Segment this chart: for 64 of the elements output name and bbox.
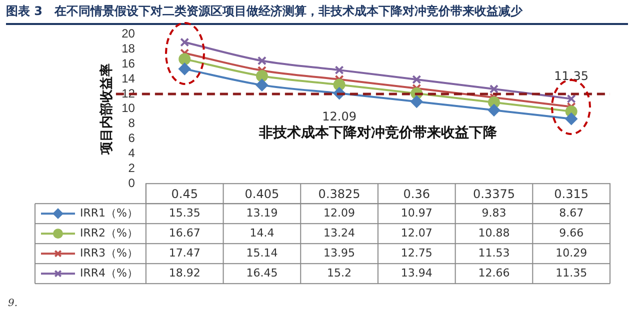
data-label: 11.35 (556, 266, 588, 280)
data-label: 13.94 (400, 266, 432, 280)
data-label: 11.53 (478, 246, 510, 260)
y-tick-label: 10 (122, 101, 136, 116)
data-label: 14.4 (250, 226, 274, 240)
data-label: 17.47 (168, 246, 200, 260)
point (488, 104, 500, 116)
y-axis-title: 项目内部收益率 (98, 63, 114, 156)
data-label: 16.45 (246, 266, 278, 280)
data-label: 13.19 (246, 206, 278, 220)
data-label: 9.83 (482, 206, 506, 220)
y-tick-label: 2 (128, 160, 136, 175)
x-tick-label: 0.45 (171, 186, 198, 201)
data-label: 10.97 (400, 206, 432, 220)
point (412, 74, 422, 84)
y-tick-label: 0 (128, 176, 136, 190)
chart-title: 图表 3 在不同情景假设下对二类资源区项目做经济测算，非技术成本下降对冲竞价带来收益减少 (6, 3, 628, 25)
data-label: 12.07 (400, 226, 432, 240)
x-tick-label: 0.315 (554, 186, 589, 201)
legend-label: IRR3（%） (80, 246, 138, 260)
point (565, 112, 578, 125)
point (256, 70, 268, 82)
data-label: 9.66 (559, 226, 584, 240)
y-tick-label: 18 (122, 41, 136, 56)
annotation: 11.35 (554, 68, 589, 83)
x-tick-label: 0.3375 (472, 186, 515, 201)
data-label: 10.29 (556, 246, 588, 260)
data-label: 16.67 (168, 226, 200, 240)
legend-label: IRR1（%） (80, 206, 138, 220)
y-tick-label: 4 (128, 146, 136, 160)
x-tick-label: 0.36 (403, 186, 430, 201)
data-label: 10.88 (478, 226, 510, 240)
y-tick-label: 20 (122, 26, 136, 41)
data-label: 12.66 (478, 266, 510, 280)
text: 9. (8, 298, 18, 310)
point (178, 53, 191, 66)
point (178, 62, 191, 75)
legend-label: IRR2（%） (80, 226, 138, 240)
legend-label: IRR4（%） (80, 266, 138, 280)
x-tick-label: 0.405 (244, 186, 280, 201)
point (410, 96, 423, 108)
data-label: 12.75 (400, 246, 432, 260)
y-tick-label: 8 (128, 116, 136, 130)
point (257, 56, 266, 66)
point (489, 84, 499, 94)
data-label: 12.09 (324, 206, 356, 220)
annotation: 12.09 (322, 109, 356, 124)
data-label: 13.95 (324, 246, 356, 260)
data-label: 15.35 (168, 206, 200, 220)
annotation: 非技术成本下降对冲竞价带来收益下降 (258, 124, 498, 142)
x-tick-label: 0.3825 (318, 186, 360, 201)
data-label: 15.2 (327, 266, 352, 280)
point (333, 78, 346, 91)
y-tick-label: 6 (128, 131, 136, 146)
point (180, 38, 190, 47)
data-label: 13.24 (324, 226, 356, 240)
point (256, 79, 268, 92)
point (334, 66, 344, 75)
y-tick-label: 16 (122, 56, 136, 70)
data-label: 15.14 (246, 246, 278, 260)
y-tick-label: 14 (122, 71, 136, 86)
data-label: 8.67 (559, 206, 584, 220)
point (566, 94, 576, 104)
data-label: 18.92 (168, 266, 200, 280)
